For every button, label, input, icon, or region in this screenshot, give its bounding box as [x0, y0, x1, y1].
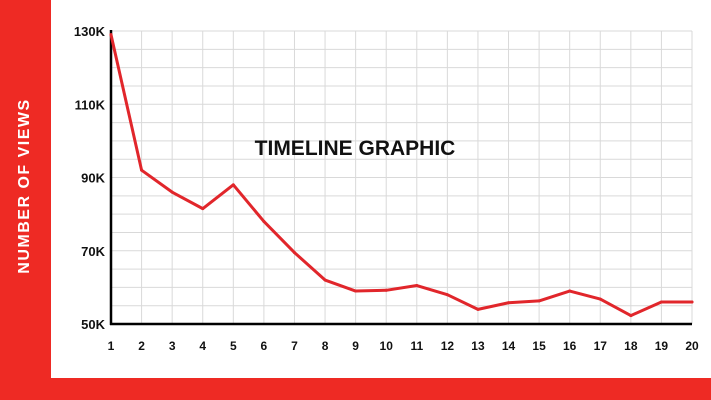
x-tick-label: 15: [532, 339, 546, 353]
data-point: [445, 293, 449, 297]
axes: [109, 30, 692, 326]
y-tick-label: 130K: [74, 24, 106, 39]
x-tick-label: 9: [352, 339, 359, 353]
data-point: [690, 300, 694, 304]
data-point: [170, 190, 174, 194]
x-tick-label: 12: [441, 339, 455, 353]
y-tick-label: 70K: [81, 244, 105, 259]
x-tick-label: 4: [199, 339, 206, 353]
x-tick-label: 11: [410, 339, 423, 353]
data-point: [629, 314, 633, 318]
series-group: [109, 33, 694, 318]
x-tick-label: 10: [380, 339, 394, 353]
data-point: [262, 219, 266, 223]
y-tick-label: 50K: [81, 317, 105, 332]
x-tick-label: 8: [322, 339, 329, 353]
chart-title: TIMELINE GRAPHIC: [255, 137, 456, 160]
y-tick-label: 90K: [81, 171, 105, 186]
grid-lines: [110, 30, 693, 325]
data-point: [109, 33, 113, 37]
data-point: [140, 168, 144, 172]
left-accent-bar: NUMBER OF VIEWS: [0, 0, 51, 400]
x-tick-label: 20: [685, 339, 699, 353]
x-tick-label: 1: [108, 339, 115, 353]
x-tick-label: 6: [261, 339, 268, 353]
data-point: [659, 300, 663, 304]
bottom-accent-bar: [51, 378, 711, 400]
x-tick-label: 19: [655, 339, 669, 353]
x-tick-label: 5: [230, 339, 237, 353]
data-point: [537, 299, 541, 303]
data-point: [415, 284, 419, 288]
data-point: [323, 278, 327, 282]
x-tick-label: 18: [624, 339, 638, 353]
x-tick-label: 3: [169, 339, 176, 353]
series-line: [109, 33, 694, 318]
x-tick-labels: 1 2 3 4 5 6 7 8 9 10 11 12 13 14 15 16 17 18 19 20: [108, 339, 699, 353]
data-point: [507, 301, 511, 305]
data-point: [292, 251, 296, 255]
x-tick-label: 16: [563, 339, 577, 353]
x-tick-label: 13: [471, 339, 485, 353]
data-point: [568, 289, 572, 293]
y-tick-label: 110K: [75, 97, 106, 112]
x-tick-label: 7: [291, 339, 298, 353]
x-tick-label: 17: [594, 339, 608, 353]
data-point: [231, 183, 235, 187]
data-point: [354, 289, 358, 293]
y-tick-labels: 130K 110K 90K 70K 50K: [74, 24, 106, 332]
x-tick-label: 2: [138, 339, 145, 353]
data-point: [201, 207, 205, 211]
data-point: [598, 297, 602, 301]
data-point: [384, 288, 388, 292]
x-tick-label: 14: [502, 339, 516, 353]
data-point: [476, 307, 480, 311]
